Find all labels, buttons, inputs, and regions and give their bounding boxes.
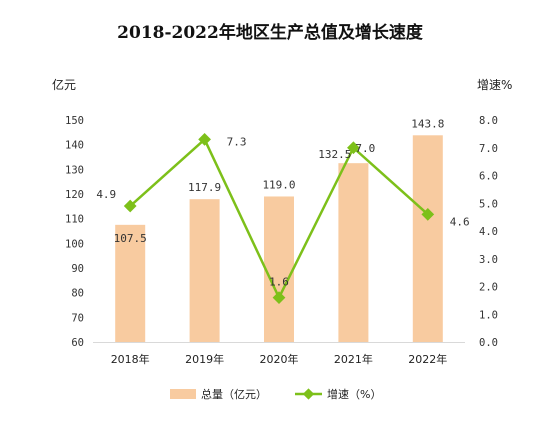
- right-axis-tick-label: 5.0: [479, 198, 498, 210]
- x-axis-tick-label: 2020年: [260, 352, 299, 366]
- legend-line-marker: [302, 388, 315, 400]
- left-axis-tick-label: 150: [65, 115, 84, 127]
- left-axis-tick-label: 60: [71, 337, 84, 349]
- x-axis-tick-label: 2019年: [185, 352, 224, 366]
- bar-value-label: 132.5: [318, 148, 351, 161]
- line-point: [123, 199, 137, 213]
- legend-bar-swatch: [170, 389, 196, 399]
- bar-value-label: 119.0: [262, 178, 295, 191]
- left-axis-tick-label: 140: [65, 140, 84, 152]
- x-axis-tick-label: 2018年: [111, 352, 150, 366]
- bar: [264, 196, 294, 342]
- line-point: [347, 141, 360, 155]
- right-axis-tick-label: 2.0: [479, 282, 498, 294]
- line-series-group: [123, 133, 435, 304]
- left-axis-tick-label: 100: [65, 238, 84, 250]
- left-axis-tick-label: 130: [65, 164, 84, 176]
- line-value-label: 7.0: [355, 142, 375, 155]
- bar-series-group: [115, 135, 443, 342]
- line-value-label: 7.3: [227, 135, 247, 148]
- right-axis-tick-label: 8.0: [479, 115, 498, 127]
- right-axis-tick-label: 0.0: [479, 337, 498, 349]
- bar: [338, 163, 369, 342]
- x-axis-tick-label: 2021年: [334, 352, 373, 366]
- axes-group: 60 70 80 90 100 110 120 130 140 150 0.0 1.0 2.0 3.0 4.…: [65, 115, 498, 366]
- chart-title: 2018-2022年地区生产总值及增长速度: [117, 22, 424, 43]
- bar-value-label: 107.5: [114, 232, 147, 245]
- left-axis-tick-label: 70: [71, 312, 84, 324]
- bar-value-label: 117.9: [188, 181, 221, 194]
- right-axis-tick-label: 3.0: [479, 254, 498, 266]
- left-axis-tick-label: 90: [71, 263, 84, 275]
- left-axis-tick-label: 120: [65, 189, 84, 201]
- line-value-label: 4.6: [450, 215, 470, 228]
- line-value-label: 4.9: [96, 188, 116, 201]
- x-axis-tick-label: 2022年: [408, 352, 447, 366]
- bar: [189, 199, 220, 342]
- left-axis-tick-label: 80: [71, 288, 84, 300]
- bar: [115, 224, 146, 342]
- right-axis-tick-label: 1.0: [479, 309, 498, 321]
- right-axis-tick-label: 6.0: [479, 171, 498, 183]
- right-axis-tick-label: 4.0: [479, 226, 498, 238]
- line-point: [272, 291, 286, 304]
- line-point: [421, 207, 435, 221]
- left-axis-tick-label: 110: [65, 214, 84, 226]
- right-axis-tick-label: 7.0: [479, 143, 498, 155]
- left-axis-unit-label: 亿元: [52, 77, 76, 92]
- bar-value-label: 143.8: [411, 117, 444, 130]
- right-axis-unit-label: 增速%: [477, 78, 512, 92]
- legend-line-label: 增速（%）: [327, 387, 381, 401]
- data-labels-group: 107.5 117.9 119.0 132.5 143.8 4.9 7.3 1.6 7.0 4.6: [96, 117, 469, 288]
- legend: 总量（亿元） 增速（%）: [170, 387, 381, 401]
- line-value-label: 1.6: [269, 276, 289, 289]
- line-point: [198, 133, 211, 146]
- bar: [412, 135, 443, 342]
- legend-bar-label: 总量（亿元）: [201, 387, 267, 401]
